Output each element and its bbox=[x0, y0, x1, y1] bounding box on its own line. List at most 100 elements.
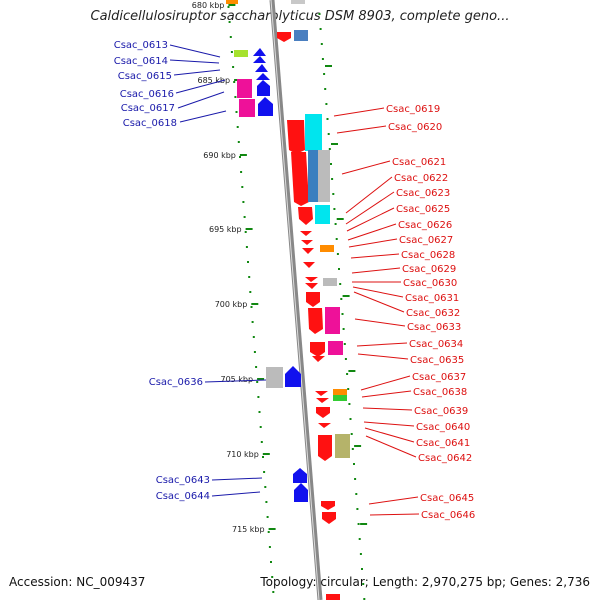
gene-label[interactable]: Csac_0644 bbox=[156, 491, 210, 502]
leader-line bbox=[364, 427, 415, 443]
track-dot bbox=[348, 403, 351, 405]
gene-label[interactable]: Csac_0620 bbox=[388, 122, 442, 133]
track-dot bbox=[358, 538, 361, 540]
leader-line bbox=[173, 69, 221, 76]
tick-label: 700 kbp bbox=[215, 300, 248, 309]
leader-line bbox=[352, 286, 404, 298]
track-dot bbox=[326, 118, 329, 120]
gene-label[interactable]: Csac_0627 bbox=[399, 235, 453, 246]
track-dash bbox=[354, 445, 362, 447]
gene-feature bbox=[291, 152, 309, 206]
gene-label[interactable]: Csac_0626 bbox=[398, 220, 452, 231]
track-dot bbox=[319, 28, 322, 30]
gene-label[interactable]: Csac_0623 bbox=[396, 188, 450, 199]
right-gene-labels: Csac_0619 Csac_0620 Csac_0621 Csac_0622 … bbox=[386, 104, 475, 521]
track-dot bbox=[363, 598, 366, 600]
track-dot bbox=[248, 276, 251, 278]
gene-feature bbox=[255, 64, 268, 72]
gene-label[interactable]: Csac_0641 bbox=[416, 438, 470, 449]
gene-feature bbox=[326, 594, 340, 600]
leader-line bbox=[341, 160, 391, 175]
gene-feature bbox=[287, 120, 305, 154]
track-dot bbox=[245, 246, 248, 248]
track-dot bbox=[232, 66, 235, 68]
leader-line bbox=[348, 238, 398, 248]
track-dash bbox=[348, 370, 356, 372]
track-dot bbox=[247, 261, 249, 263]
gene-feature bbox=[333, 389, 347, 395]
track-dot bbox=[324, 88, 327, 90]
gene-label[interactable]: Csac_0630 bbox=[403, 278, 457, 289]
track-dot bbox=[350, 433, 353, 435]
gene-label[interactable]: Csac_0617 bbox=[121, 103, 175, 114]
gene-feature bbox=[316, 407, 330, 418]
track-dash bbox=[331, 143, 338, 145]
tick-mark bbox=[251, 303, 259, 305]
gene-label[interactable]: Csac_0619 bbox=[386, 104, 440, 115]
track-dot bbox=[234, 96, 237, 98]
leader-line bbox=[350, 253, 400, 259]
gene-label[interactable]: Csac_0622 bbox=[394, 173, 448, 184]
leader-line bbox=[368, 496, 419, 505]
gene-feature bbox=[257, 80, 270, 96]
gene-feature bbox=[237, 79, 252, 98]
track-dot bbox=[343, 343, 346, 345]
gene-label[interactable]: Csac_0632 bbox=[406, 308, 460, 319]
gene-label[interactable]: Csac_0634 bbox=[409, 339, 463, 350]
leader-line bbox=[333, 107, 385, 117]
track-dot bbox=[354, 478, 357, 480]
gene-label[interactable]: Csac_0621 bbox=[392, 157, 446, 168]
gene-label[interactable]: Csac_0639 bbox=[414, 406, 468, 417]
gene-feature bbox=[333, 395, 347, 401]
gene-label[interactable]: Csac_0646 bbox=[421, 510, 475, 521]
left-dotted-track bbox=[227, 6, 275, 593]
track-dot bbox=[266, 516, 269, 518]
tick-label: 705 kbp bbox=[220, 375, 253, 384]
tick-label: 685 kbp bbox=[197, 76, 230, 85]
gene-label[interactable]: Csac_0633 bbox=[407, 322, 461, 333]
leader-line bbox=[354, 318, 406, 327]
gene-label[interactable]: Csac_0628 bbox=[401, 250, 455, 261]
gene-label[interactable]: Csac_0635 bbox=[410, 355, 464, 366]
gene-label[interactable]: Csac_0618 bbox=[123, 118, 177, 129]
gene-label[interactable]: Csac_0638 bbox=[413, 387, 467, 398]
gene-label[interactable]: Csac_0631 bbox=[405, 293, 459, 304]
gene-label[interactable]: Csac_0615 bbox=[118, 71, 172, 82]
track-dot bbox=[355, 493, 358, 495]
track-dot bbox=[318, 13, 321, 15]
gene-feature bbox=[315, 391, 328, 396]
track-dot bbox=[321, 58, 324, 60]
track-dot bbox=[228, 21, 231, 23]
gene-label[interactable]: Csac_0637 bbox=[412, 372, 466, 383]
leader-line bbox=[360, 375, 411, 391]
gene-label[interactable]: Csac_0625 bbox=[396, 204, 450, 215]
gene-label[interactable]: Csac_0613 bbox=[114, 40, 168, 51]
track-dot bbox=[344, 358, 347, 360]
leader-line bbox=[211, 491, 261, 497]
leader-line bbox=[336, 125, 387, 134]
gene-label[interactable]: Csac_0616 bbox=[120, 89, 174, 100]
gene-label[interactable]: Csac_0614 bbox=[114, 56, 168, 67]
gene-label[interactable]: Csac_0636 bbox=[149, 377, 203, 388]
track-dot bbox=[320, 43, 323, 45]
gene-label[interactable]: Csac_0640 bbox=[416, 422, 470, 433]
leader-line bbox=[211, 477, 263, 481]
leader-line bbox=[347, 223, 397, 241]
tick-mark bbox=[239, 154, 247, 156]
track-dot bbox=[328, 148, 331, 150]
leader-line bbox=[175, 79, 226, 94]
gene-label[interactable]: Csac_0643 bbox=[156, 475, 210, 486]
gene-feature bbox=[266, 367, 283, 388]
leader-line bbox=[345, 191, 395, 225]
track-dot bbox=[259, 426, 262, 428]
tick-mark bbox=[257, 378, 265, 380]
gene-label[interactable]: Csac_0629 bbox=[402, 264, 456, 275]
gene-label[interactable]: Csac_0642 bbox=[418, 453, 472, 464]
genome-backbone bbox=[269, 0, 323, 600]
track-dot bbox=[339, 283, 342, 285]
gene-feature bbox=[312, 356, 325, 362]
track-dot bbox=[338, 268, 340, 270]
gene-label[interactable]: Csac_0645 bbox=[420, 493, 474, 504]
track-dot bbox=[327, 133, 330, 135]
